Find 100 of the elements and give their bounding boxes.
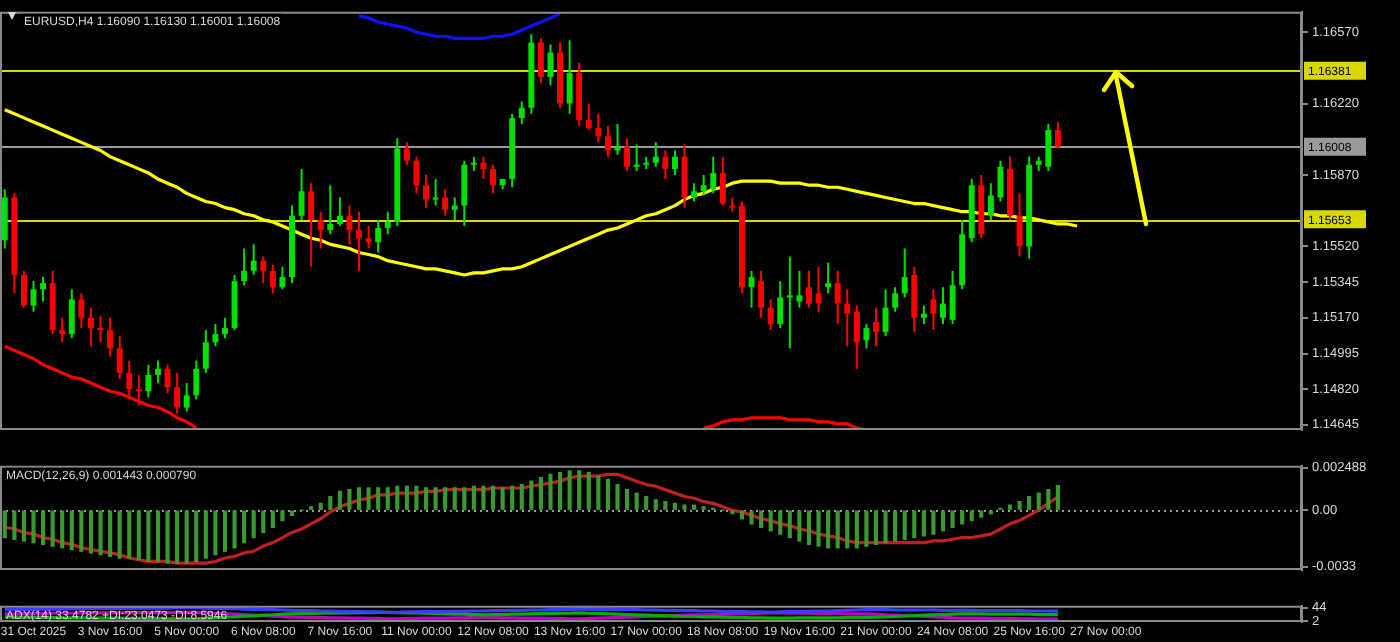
bar	[510, 485, 515, 510]
bar	[1055, 484, 1060, 510]
bar	[845, 510, 850, 549]
candlestick	[78, 292, 85, 329]
candlestick	[767, 298, 774, 332]
bar	[615, 483, 620, 510]
candlestick	[403, 141, 410, 166]
bar	[366, 487, 371, 510]
bar	[194, 510, 199, 563]
candlestick	[269, 263, 276, 295]
bar	[146, 510, 151, 563]
candlestick	[585, 102, 592, 132]
candlestick	[68, 288, 75, 340]
candlestick	[671, 149, 678, 176]
bar	[404, 485, 409, 510]
bar	[960, 510, 965, 525]
bar	[481, 485, 486, 510]
candlestick	[806, 269, 812, 309]
candlestick	[432, 178, 439, 207]
bar	[577, 470, 582, 510]
candlestick	[183, 382, 190, 413]
bar	[203, 510, 208, 559]
candlestick	[624, 137, 631, 172]
bar	[529, 480, 534, 510]
bar	[1046, 489, 1051, 510]
bar	[749, 510, 754, 525]
bar	[31, 510, 36, 544]
bar	[127, 510, 132, 559]
candlestick	[652, 141, 659, 168]
bar	[778, 510, 783, 535]
bar	[79, 510, 84, 552]
candlestick	[825, 261, 832, 295]
candlestick	[1, 188, 8, 250]
bar	[337, 490, 342, 510]
bar	[1007, 504, 1013, 510]
candlestick	[222, 316, 228, 340]
candlestick	[375, 218, 382, 254]
candlestick	[107, 316, 114, 358]
bar	[797, 510, 802, 542]
bar	[854, 510, 859, 549]
candlestick	[614, 123, 621, 156]
bar	[979, 510, 984, 518]
candlestick	[480, 155, 487, 181]
bar	[1027, 495, 1032, 510]
bar	[912, 510, 917, 539]
candlestick	[346, 204, 353, 246]
candlestick	[777, 280, 784, 329]
candlestick	[279, 265, 286, 291]
bar	[280, 510, 285, 522]
candlestick	[212, 322, 219, 348]
bar	[471, 485, 476, 510]
candlestick	[758, 269, 765, 319]
candlestick	[1054, 120, 1061, 150]
bar	[816, 510, 821, 547]
bar	[921, 510, 926, 537]
bar	[175, 510, 180, 564]
candlestick	[940, 286, 946, 325]
bar	[184, 510, 189, 564]
bar	[88, 510, 94, 554]
bar	[2, 510, 7, 539]
bar	[50, 510, 55, 547]
candlestick	[1007, 155, 1013, 221]
bar	[347, 489, 352, 510]
candlestick	[633, 143, 640, 172]
bar	[692, 504, 697, 510]
bar	[1017, 501, 1022, 510]
bar	[931, 510, 936, 535]
candlestick	[40, 276, 47, 303]
candlestick	[193, 359, 200, 401]
bar	[644, 495, 649, 510]
candlestick	[327, 184, 334, 236]
candlestick	[930, 288, 937, 332]
bar	[385, 487, 390, 510]
candlestick	[135, 373, 142, 407]
bar	[873, 510, 879, 546]
bar	[519, 483, 524, 510]
bar	[69, 510, 74, 551]
candlestick	[595, 112, 602, 144]
candlestick	[920, 304, 927, 325]
bar	[586, 471, 591, 510]
bar	[672, 502, 677, 510]
candlestick	[882, 288, 889, 338]
candlestick	[1016, 192, 1023, 258]
bar	[117, 510, 122, 559]
bar	[395, 485, 400, 510]
bar	[242, 510, 247, 544]
bar	[759, 510, 764, 528]
candlestick	[174, 371, 181, 415]
candlestick	[949, 269, 956, 325]
bar	[443, 487, 448, 510]
bar	[557, 471, 563, 510]
bar	[864, 510, 869, 547]
candlestick	[461, 159, 468, 227]
bar	[538, 477, 543, 510]
bar	[1036, 492, 1041, 510]
candlestick	[901, 247, 908, 299]
candlestick	[384, 210, 391, 236]
candlestick	[20, 269, 27, 309]
bar	[787, 510, 792, 539]
bar	[452, 487, 457, 510]
